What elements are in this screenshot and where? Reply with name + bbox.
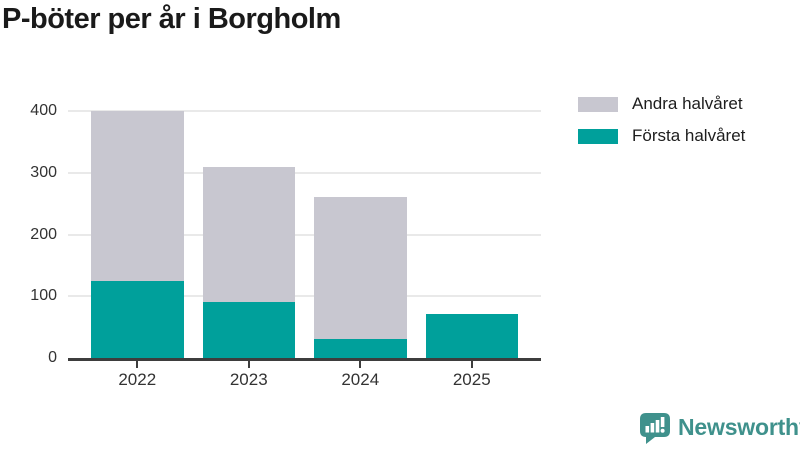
x-tick-label-2023: 2023 bbox=[229, 370, 268, 389]
x-tick-2025 bbox=[470, 361, 473, 368]
y-tick-label-200: 200 bbox=[30, 225, 57, 243]
gridline-300 bbox=[68, 171, 541, 174]
bar-2025-forsta-halvaret bbox=[425, 314, 518, 358]
legend-swatch-forsta-halvaret bbox=[578, 128, 618, 144]
bar-2023-forsta-halvaret bbox=[202, 302, 295, 358]
bar-2024-andra-halvaret bbox=[314, 196, 407, 339]
legend: Andra halvåret Första halvåret bbox=[578, 94, 745, 158]
bar-2023-andra-halvaret bbox=[202, 166, 295, 303]
x-tick-label-2025: 2025 bbox=[452, 370, 491, 389]
gridline-100 bbox=[68, 295, 541, 298]
x-axis: 2022 2023 2024 2025 bbox=[68, 361, 541, 395]
legend-swatch-andra-halvaret bbox=[578, 96, 618, 112]
newsworthy-logo-text: Newsworthy bbox=[678, 413, 800, 440]
x-tick-2023 bbox=[247, 361, 250, 368]
legend-item-andra-halvaret: Andra halvåret bbox=[578, 94, 745, 114]
y-tick-label-0: 0 bbox=[48, 349, 57, 366]
legend-label-andra-halvaret: Andra halvåret bbox=[632, 94, 743, 113]
newsworthy-logo: Newsworthy bbox=[638, 410, 800, 444]
gridline-400 bbox=[68, 110, 541, 112]
bar-2022-forsta-halvaret bbox=[91, 280, 184, 358]
legend-item-forsta-halvaret: Första halvåret bbox=[578, 126, 745, 146]
gridline-200 bbox=[68, 233, 541, 236]
bar-2024-forsta-halvaret bbox=[314, 338, 407, 358]
bar-2022-andra-halvaret bbox=[91, 111, 184, 281]
legend-label-forsta-halvaret: Första halvåret bbox=[632, 126, 746, 145]
y-tick-label-100: 100 bbox=[30, 287, 57, 305]
x-tick-label-2024: 2024 bbox=[341, 370, 380, 389]
chart-title: P-böter per år i Borgholm bbox=[2, 3, 341, 35]
newsworthy-logo-icon bbox=[640, 413, 670, 444]
y-tick-label-400: 400 bbox=[30, 102, 57, 119]
y-tick-label-300: 300 bbox=[30, 163, 57, 181]
plot-area bbox=[68, 110, 541, 368]
y-axis: 0 100 200 300 400 bbox=[0, 102, 57, 366]
x-tick-label-2022: 2022 bbox=[118, 370, 157, 389]
x-tick-2024 bbox=[359, 361, 362, 368]
x-tick-2022 bbox=[136, 361, 139, 368]
